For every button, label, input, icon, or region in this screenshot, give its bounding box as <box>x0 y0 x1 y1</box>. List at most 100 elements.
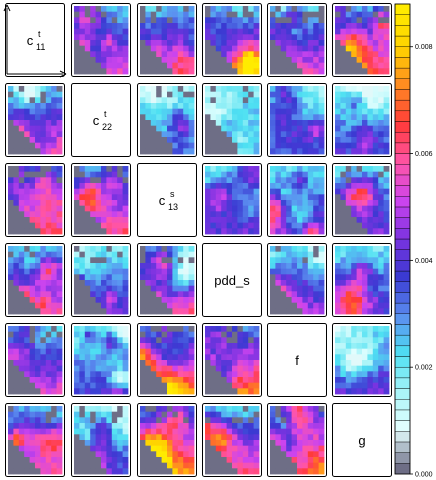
heatmap-cell <box>172 263 179 270</box>
heatmap-cell <box>106 365 113 372</box>
heatmap-cell <box>167 6 173 13</box>
heatmap-cell <box>140 34 146 41</box>
heatmap-cell <box>297 280 303 287</box>
heatmap-cell <box>205 343 211 350</box>
heatmap-cell <box>150 423 157 430</box>
heatmap-cell <box>345 131 352 138</box>
heatmap-cell <box>226 40 233 47</box>
heatmap-cell <box>117 251 123 258</box>
heatmap-cell <box>56 137 63 144</box>
heatmap-cell <box>56 200 63 207</box>
heatmap-cell <box>275 45 282 52</box>
heatmap-cell <box>177 285 184 292</box>
heatmap-cell <box>8 360 14 367</box>
heatmap-cell <box>210 142 217 149</box>
heatmap-cell <box>177 302 184 309</box>
heatmap-cell <box>335 280 341 287</box>
heatmap-cell <box>122 371 129 378</box>
heatmap-cell <box>95 411 102 418</box>
heatmap-cell <box>24 274 30 281</box>
heatmap-cell <box>340 200 347 207</box>
heatmap-cell <box>35 331 41 338</box>
heatmap-cell <box>215 457 222 464</box>
heatmap-cell <box>183 148 189 155</box>
heatmap-cell <box>111 11 118 18</box>
heatmap-cell <box>297 125 303 132</box>
heatmap-cell <box>210 45 217 52</box>
heatmap-cell <box>297 23 303 30</box>
heatmap-cell <box>291 411 298 418</box>
heatmap-cell <box>297 205 303 212</box>
heatmap-cell <box>242 388 249 395</box>
panel-r2-c0 <box>5 163 65 237</box>
heatmap-cell <box>378 354 384 361</box>
heatmap-cell <box>183 142 189 149</box>
heatmap-cell <box>302 188 309 195</box>
heatmap-cell <box>362 45 368 52</box>
heatmap-cell <box>242 17 249 24</box>
heatmap-cell <box>29 200 36 207</box>
heatmap-cell <box>177 28 184 35</box>
heatmap-cell <box>145 62 152 69</box>
heatmap-cell <box>275 17 282 24</box>
heatmap-cell <box>356 177 363 184</box>
heatmap-cell <box>232 326 238 333</box>
heatmap-cell <box>161 142 168 149</box>
heatmap-cell <box>383 23 390 30</box>
heatmap-cell <box>253 451 260 458</box>
heatmap-cell <box>318 108 325 115</box>
heatmap-cell <box>156 360 162 367</box>
heatmap-cell <box>117 11 123 18</box>
heatmap-cell <box>156 462 162 469</box>
heatmap-cell <box>122 468 129 475</box>
panel-border <box>137 3 197 77</box>
heatmap-cell <box>156 51 162 58</box>
heatmap-cell <box>177 371 184 378</box>
heatmap-cell <box>90 388 96 395</box>
heatmap-cell <box>56 280 63 287</box>
heatmap-cell <box>101 365 107 372</box>
heatmap-cell <box>297 211 303 218</box>
colorbar-level <box>394 238 411 250</box>
heatmap-cell <box>210 343 217 350</box>
heatmap-cell <box>117 17 123 24</box>
heatmap-cell <box>101 406 107 413</box>
heatmap-cell <box>205 142 211 149</box>
heatmap-cell <box>122 428 129 435</box>
heatmap-cell <box>172 331 179 338</box>
heatmap-cell <box>335 377 341 384</box>
heatmap-cell <box>270 228 276 235</box>
panel-r2-c1 <box>71 163 131 237</box>
heatmap-cell <box>345 297 352 304</box>
heatmap-cell <box>307 457 314 464</box>
heatmap-cell <box>226 417 233 424</box>
heatmap-cell <box>248 142 254 149</box>
heatmap-cell <box>172 337 179 344</box>
heatmap-cell <box>280 411 287 418</box>
heatmap-cell <box>111 251 118 258</box>
heatmap-cell <box>45 137 52 144</box>
heatmap-cell <box>18 440 25 447</box>
heatmap-cell <box>335 222 341 229</box>
heatmap-cell <box>205 86 211 93</box>
heatmap-cell <box>215 388 222 395</box>
heatmap-cell <box>51 434 57 441</box>
heatmap-cell <box>280 445 287 452</box>
heatmap-cell <box>221 388 227 395</box>
heatmap-cell <box>307 246 314 253</box>
heatmap-cell <box>307 211 314 218</box>
heatmap-cell <box>35 251 41 258</box>
heatmap-cell <box>362 354 368 361</box>
colorbar-level <box>394 377 411 389</box>
panel-r5-c5: g <box>332 403 392 477</box>
heatmap-cell <box>356 45 363 52</box>
heatmap-cell <box>29 103 36 110</box>
heatmap-cell <box>205 434 211 441</box>
heatmap-cell <box>140 131 146 138</box>
heatmap-cell <box>372 371 379 378</box>
heatmap-cell <box>56 257 63 264</box>
heatmap-cell <box>167 377 173 384</box>
heatmap-cell <box>362 326 368 333</box>
heatmap-cell <box>35 274 41 281</box>
heatmap-cell <box>40 246 47 253</box>
